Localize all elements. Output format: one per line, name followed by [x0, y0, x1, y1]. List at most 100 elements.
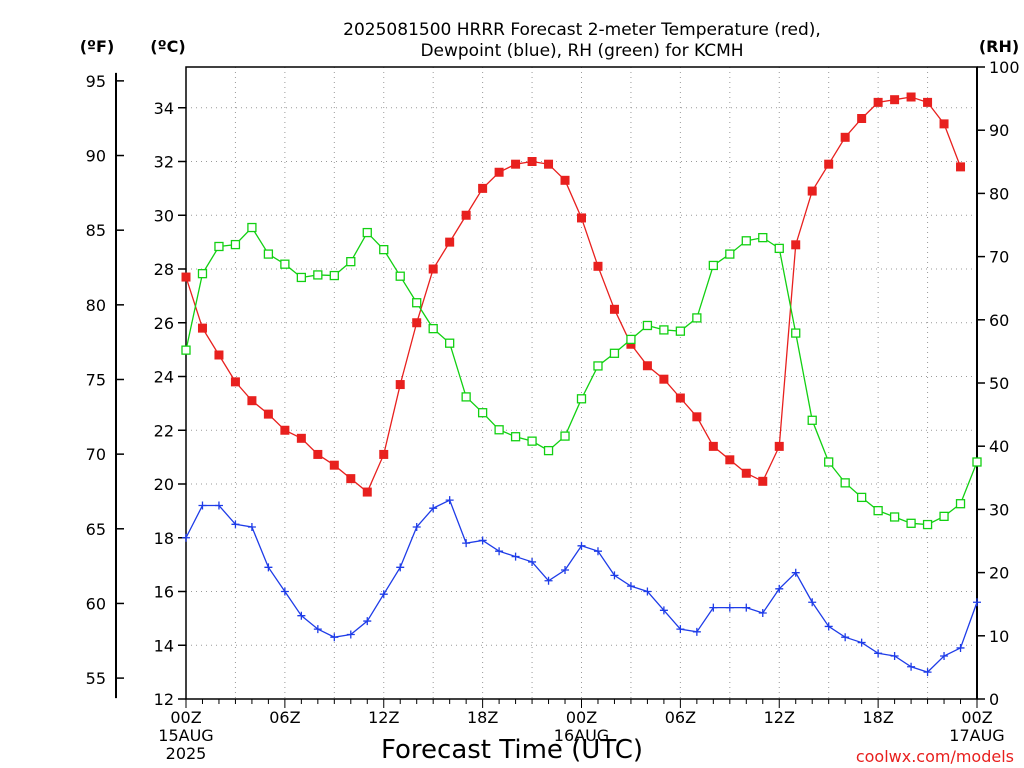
dewpoint-point — [973, 598, 981, 607]
rh-tick-label: 30 — [989, 500, 1009, 519]
celsius-tick-label: 24 — [154, 368, 174, 387]
temperature-point — [758, 476, 768, 486]
dewpoint-point — [214, 501, 223, 510]
rh-point — [296, 272, 307, 283]
rh-point — [856, 492, 867, 503]
rh-point — [824, 457, 834, 467]
x-tick-label: 00Z — [961, 708, 992, 727]
rh-point — [758, 232, 768, 243]
rh-point — [593, 361, 603, 371]
temperature-point — [181, 272, 191, 282]
temperature-point — [362, 487, 372, 497]
rh-point — [560, 431, 570, 441]
rh-point — [263, 249, 274, 259]
dewpoint-point — [330, 633, 339, 642]
rh-tick-label: 10 — [989, 627, 1009, 646]
x-tick-label: 12Z — [764, 708, 795, 727]
dewpoint-point — [940, 652, 949, 660]
rh-point — [741, 236, 751, 246]
temperature-point — [741, 468, 751, 478]
rh-point — [313, 270, 323, 280]
rh-point — [626, 334, 636, 345]
rh-point — [362, 227, 372, 238]
dewpoint-point — [692, 627, 701, 636]
temperature-point — [296, 433, 306, 443]
rh-point — [510, 432, 521, 442]
rh-tick-label: 40 — [989, 437, 1009, 456]
dewpoint-point — [758, 609, 767, 617]
rh-point — [230, 239, 241, 250]
celsius-tick-label: 14 — [154, 636, 174, 655]
rh-point — [329, 270, 339, 281]
fahrenheit-tick-label: 60 — [86, 594, 106, 613]
dewpoint-point — [231, 520, 240, 529]
rh-unit-label: (RH) — [979, 37, 1019, 56]
fahrenheit-tick-label: 70 — [86, 445, 106, 464]
dewpoint-point — [264, 563, 273, 572]
x-tick-label: 00Z — [170, 708, 201, 727]
chart-title-line-2: Dewpoint (blue), RH (green) for KCMH — [420, 41, 743, 61]
temperature-point — [956, 162, 966, 172]
dewpoint-point — [593, 547, 602, 556]
rh-point — [477, 408, 488, 418]
dewpoint-point — [445, 496, 454, 505]
temperature-point — [577, 213, 586, 223]
dewpoint-point — [659, 606, 668, 615]
dewpoint-point — [857, 638, 866, 647]
dewpoint-point — [511, 552, 520, 561]
rh-point — [675, 326, 686, 336]
temperature-point — [214, 350, 224, 360]
temperature-point — [461, 210, 471, 220]
dewpoint-point — [363, 617, 372, 626]
temperature-line — [185, 96, 962, 494]
x-tick-label: 16AUG — [554, 726, 609, 745]
rh-tick-label: 0 — [989, 690, 999, 709]
temperature-point — [890, 95, 900, 105]
dewpoint-point — [841, 633, 850, 642]
fahrenheit-tick-label: 80 — [86, 296, 106, 315]
rh-point — [659, 325, 669, 335]
celsius-tick-label: 34 — [154, 99, 174, 118]
dewpoint-point — [396, 563, 405, 572]
temperature-point — [544, 159, 554, 169]
dewpoint-point — [610, 571, 619, 580]
temperature-point — [313, 449, 323, 459]
dewpoint-point — [379, 590, 388, 599]
dewpoint-point — [495, 547, 504, 556]
temperature-point — [725, 455, 735, 465]
temperature-point — [395, 380, 405, 390]
temperature-point — [923, 97, 933, 107]
dewpoint-point — [478, 536, 487, 545]
rh-point — [412, 298, 422, 308]
rh-point — [692, 313, 702, 323]
x-tick-label: 18Z — [862, 708, 893, 727]
rh-tick-label: 50 — [989, 374, 1009, 393]
celsius-tick-label: 32 — [154, 153, 174, 172]
rh-tick-label: 20 — [989, 564, 1009, 583]
rh-point — [873, 506, 883, 516]
rh-point — [214, 241, 224, 252]
dewpoint-point — [890, 652, 899, 660]
dewpoint-point — [561, 566, 570, 574]
fahrenheit-unit-label: (ºF) — [80, 37, 115, 56]
temperature-point — [609, 304, 619, 314]
temperature-point — [807, 186, 817, 196]
temperature-point — [412, 318, 422, 328]
rh-point — [543, 445, 554, 456]
dewpoint-point — [528, 557, 537, 566]
celsius-tick-label: 26 — [154, 314, 174, 333]
dewpoint-point — [808, 598, 817, 607]
rh-point — [494, 425, 504, 435]
dewpoint-point — [824, 622, 833, 631]
temperature-point — [642, 361, 652, 371]
temperature-point — [329, 460, 339, 470]
rh-point — [280, 259, 290, 269]
rh-tick-label: 90 — [989, 121, 1009, 140]
x-tick-label: 12Z — [368, 708, 399, 727]
temperature-point — [708, 441, 718, 451]
dewpoint-point — [907, 662, 916, 671]
rh-point — [955, 499, 966, 509]
rh-point — [889, 512, 900, 522]
chart-title-line-1: 2025081500 HRRR Forecast 2-meter Tempera… — [343, 20, 821, 40]
rh-point — [807, 415, 817, 425]
